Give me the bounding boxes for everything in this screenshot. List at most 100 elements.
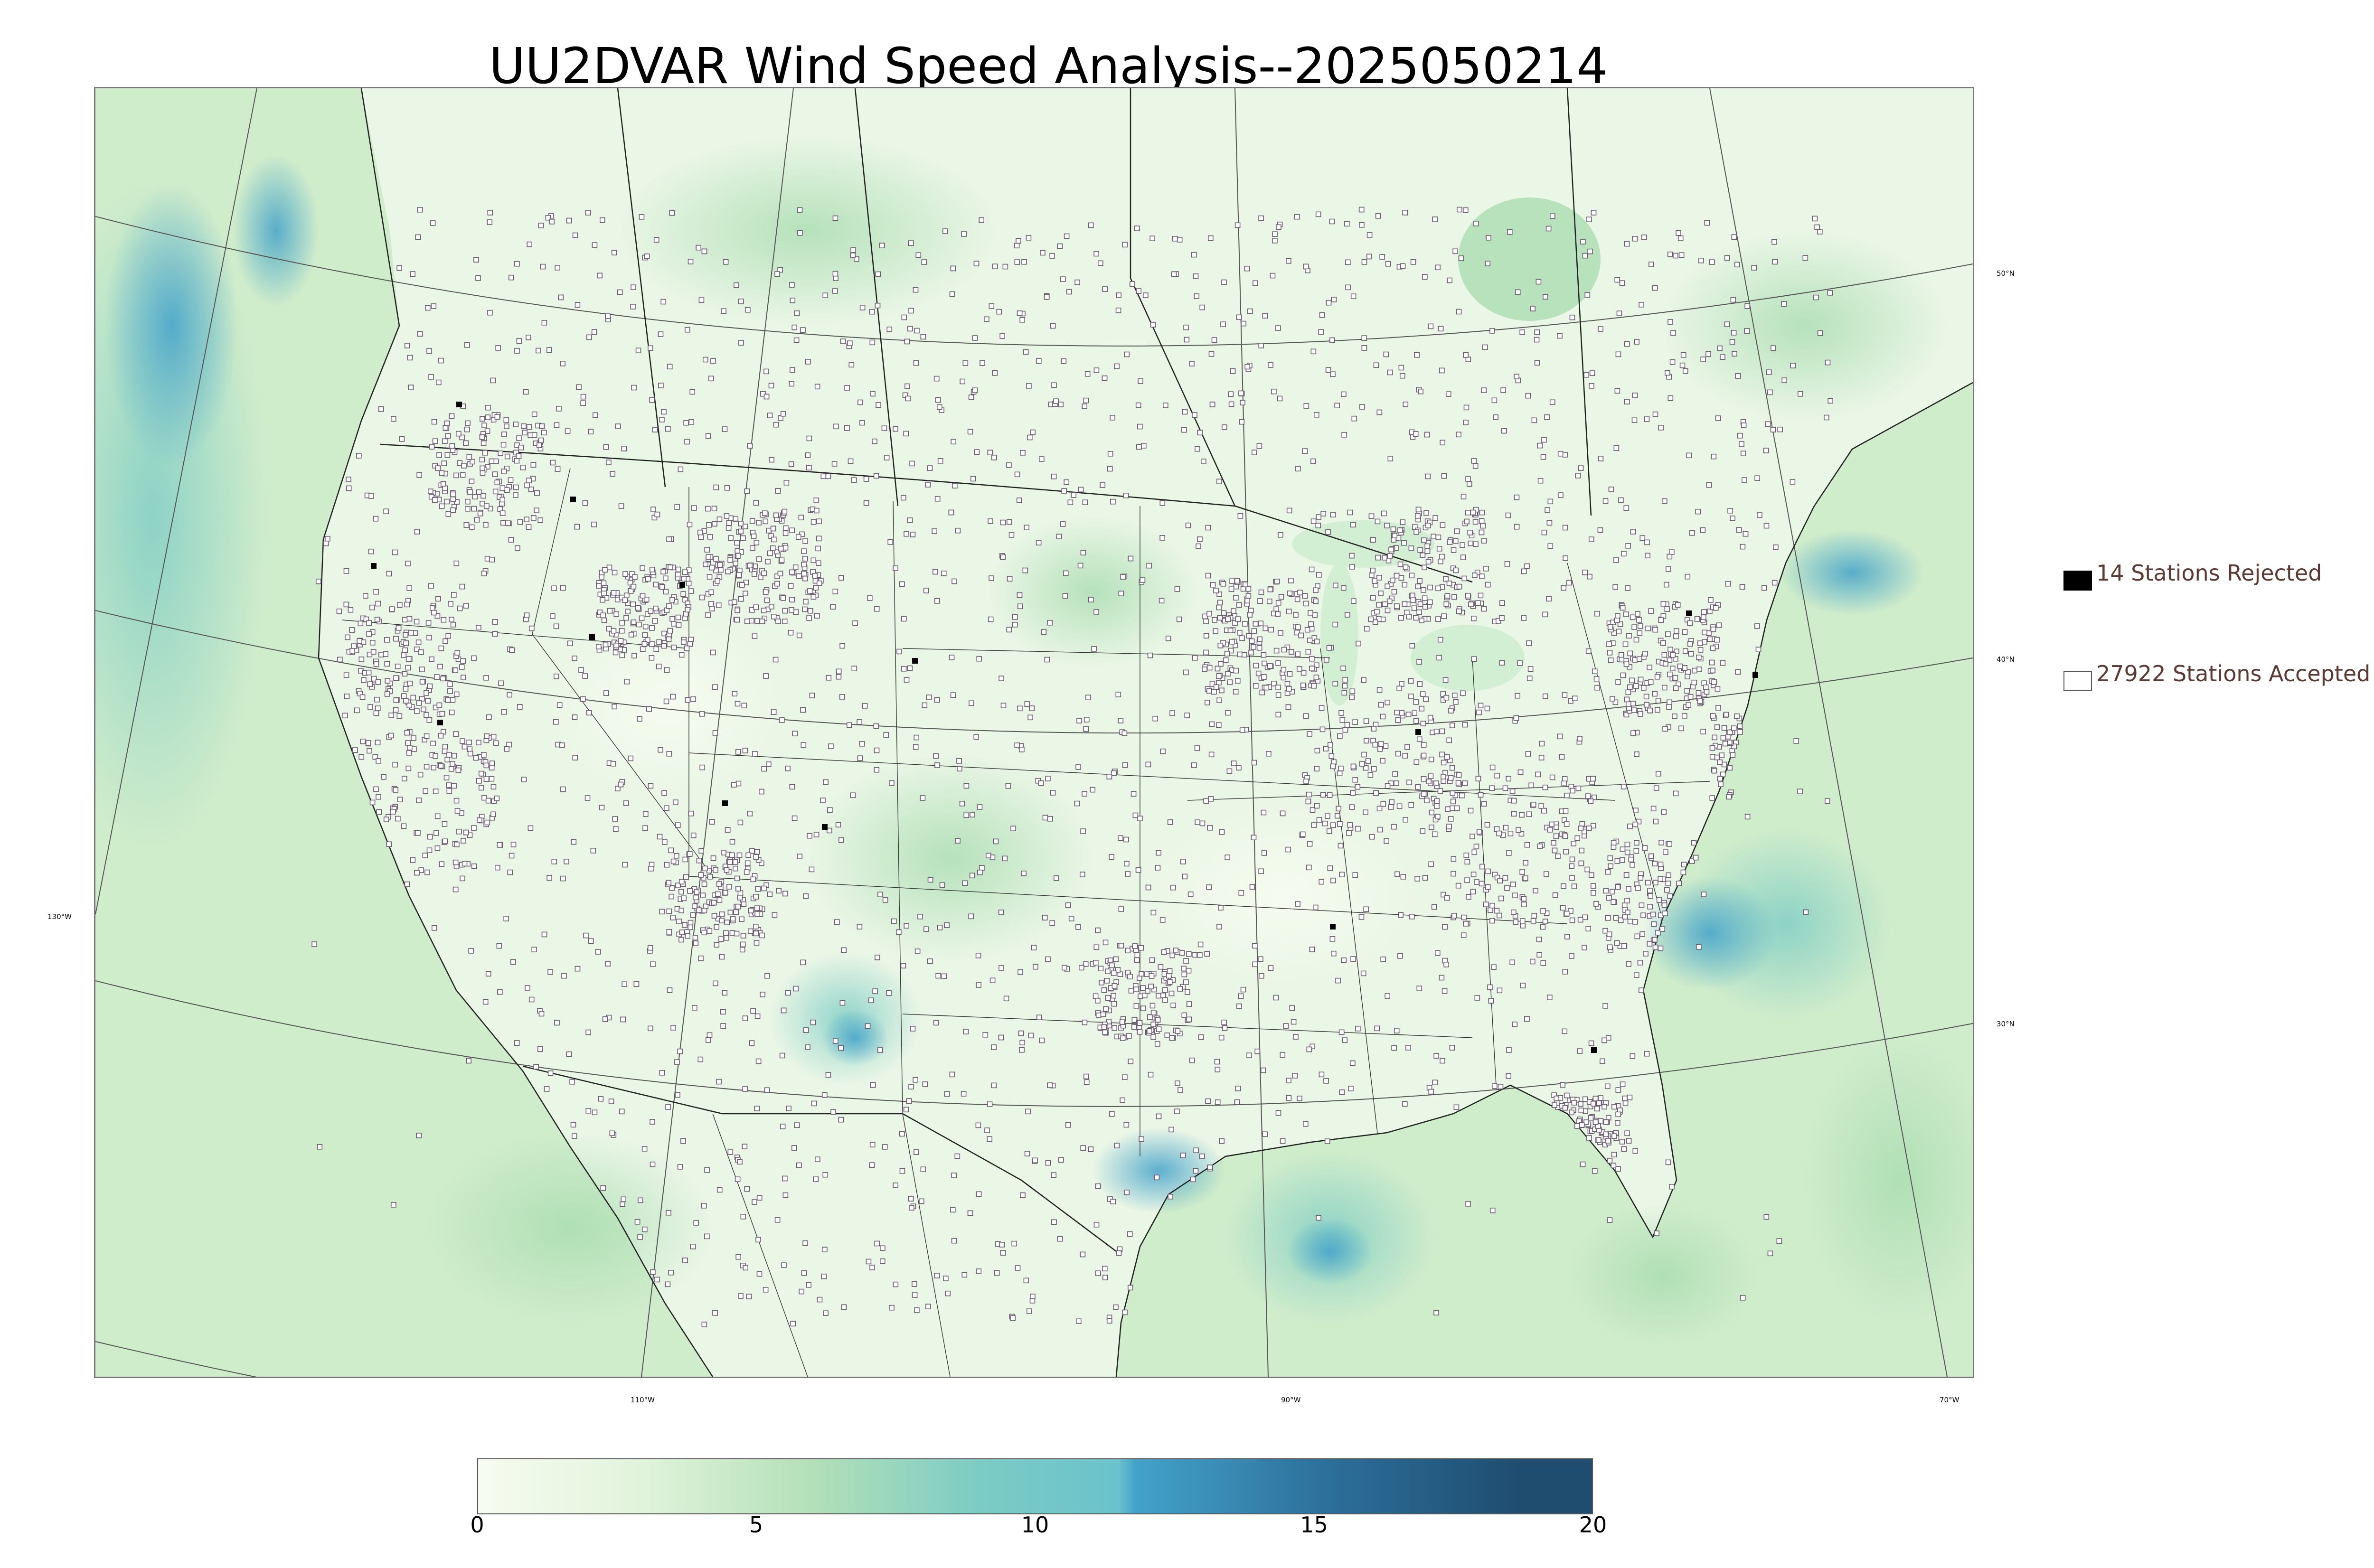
station-accepted-marker bbox=[702, 865, 708, 872]
station-accepted-marker bbox=[761, 570, 767, 576]
station-accepted-marker bbox=[1148, 1071, 1154, 1078]
station-accepted-marker bbox=[1460, 690, 1466, 696]
station-accepted-marker bbox=[375, 740, 381, 745]
station-accepted-marker bbox=[1363, 718, 1369, 724]
station-accepted-marker bbox=[1648, 853, 1654, 859]
station-accepted-marker bbox=[1577, 917, 1583, 923]
station-accepted-marker bbox=[1724, 255, 1730, 261]
station-accepted-marker bbox=[656, 639, 662, 645]
station-accepted-marker bbox=[739, 582, 745, 588]
station-accepted-marker bbox=[1111, 993, 1116, 999]
station-accepted-marker bbox=[1221, 279, 1227, 285]
station-accepted-marker bbox=[691, 505, 697, 511]
station-accepted-marker bbox=[1319, 726, 1326, 732]
station-accepted-marker bbox=[1058, 402, 1064, 407]
station-accepted-marker bbox=[1613, 445, 1620, 451]
station-accepted-marker bbox=[369, 799, 376, 806]
station-accepted-marker bbox=[640, 646, 646, 652]
station-accepted-marker bbox=[558, 294, 564, 300]
station-accepted-marker bbox=[1228, 391, 1234, 397]
station-accepted-marker bbox=[1772, 259, 1778, 265]
lat-label-30: 30°N bbox=[1997, 1020, 2015, 1028]
station-accepted-marker bbox=[1415, 784, 1421, 790]
station-accepted-marker bbox=[671, 621, 677, 627]
station-accepted-marker bbox=[1358, 207, 1365, 213]
station-accepted-marker bbox=[1777, 426, 1783, 432]
station-accepted-marker bbox=[688, 259, 694, 264]
station-accepted-marker bbox=[1451, 913, 1457, 919]
station-accepted-marker bbox=[1120, 1097, 1125, 1103]
station-accepted-marker bbox=[585, 210, 591, 216]
station-accepted-marker bbox=[1000, 703, 1007, 708]
station-accepted-marker bbox=[1598, 456, 1604, 461]
station-accepted-marker bbox=[415, 830, 421, 836]
station-accepted-marker bbox=[342, 713, 348, 719]
station-accepted-marker bbox=[450, 491, 456, 498]
station-accepted-marker bbox=[1615, 1087, 1621, 1093]
station-accepted-marker bbox=[1337, 821, 1343, 827]
station-accepted-marker bbox=[1423, 510, 1429, 516]
station-accepted-marker bbox=[991, 1082, 997, 1089]
station-accepted-marker bbox=[533, 1064, 539, 1070]
station-accepted-marker bbox=[715, 578, 720, 584]
station-accepted-marker bbox=[1351, 598, 1357, 604]
station-accepted-marker bbox=[1476, 709, 1482, 715]
station-accepted-marker bbox=[455, 767, 462, 773]
station-accepted-marker bbox=[783, 525, 789, 531]
station-accepted-marker bbox=[666, 636, 672, 642]
station-accepted-marker bbox=[482, 999, 489, 1005]
station-accepted-marker bbox=[1520, 923, 1526, 929]
station-accepted-marker bbox=[1309, 947, 1315, 952]
station-accepted-marker bbox=[1137, 423, 1143, 430]
station-accepted-marker bbox=[1150, 1034, 1156, 1040]
station-accepted-marker bbox=[688, 924, 693, 930]
station-accepted-marker bbox=[1319, 705, 1325, 711]
station-accepted-marker bbox=[1026, 383, 1032, 389]
station-accepted-marker bbox=[904, 383, 910, 389]
station-accepted-marker bbox=[661, 409, 667, 415]
station-accepted-marker bbox=[1639, 902, 1645, 908]
station-accepted-marker bbox=[1434, 803, 1440, 809]
station-accepted-marker bbox=[769, 604, 774, 610]
station-accepted-marker bbox=[643, 597, 650, 602]
station-accepted-marker bbox=[1547, 498, 1554, 505]
station-accepted-marker bbox=[777, 571, 783, 577]
station-accepted-marker bbox=[1415, 513, 1421, 519]
station-accepted-marker bbox=[789, 527, 795, 534]
station-accepted-marker bbox=[839, 694, 845, 700]
station-accepted-marker bbox=[531, 432, 537, 438]
station-accepted-marker bbox=[1222, 1025, 1228, 1031]
station-accepted-marker bbox=[992, 370, 998, 376]
station-accepted-marker bbox=[1370, 567, 1375, 573]
station-accepted-marker bbox=[820, 798, 826, 803]
station-accepted-marker bbox=[1579, 1122, 1585, 1128]
station-accepted-marker bbox=[401, 693, 407, 699]
station-accepted-marker bbox=[780, 1124, 786, 1129]
station-accepted-marker bbox=[1194, 293, 1199, 299]
station-accepted-marker bbox=[969, 873, 975, 879]
station-accepted-marker bbox=[372, 754, 378, 760]
station-accepted-marker bbox=[1213, 588, 1219, 593]
station-accepted-marker bbox=[650, 1119, 655, 1125]
station-accepted-marker bbox=[1285, 846, 1291, 853]
station-accepted-marker bbox=[1262, 1131, 1268, 1137]
station-accepted-marker bbox=[492, 619, 498, 625]
station-accepted-marker bbox=[1514, 524, 1520, 530]
station-accepted-marker bbox=[1638, 875, 1643, 881]
station-accepted-marker bbox=[1450, 805, 1455, 811]
station-accepted-marker bbox=[722, 426, 728, 432]
station-accepted-marker bbox=[1327, 865, 1333, 871]
station-accepted-marker bbox=[1403, 564, 1409, 570]
station-accepted-marker bbox=[1478, 592, 1484, 599]
station-accepted-marker bbox=[549, 218, 555, 225]
meridian-line bbox=[95, 88, 257, 915]
station-accepted-marker bbox=[1483, 565, 1489, 572]
station-accepted-marker bbox=[560, 360, 565, 366]
station-accepted-marker bbox=[1602, 1104, 1607, 1110]
station-accepted-marker bbox=[1499, 660, 1505, 666]
station-accepted-marker bbox=[1481, 801, 1487, 807]
station-accepted-marker bbox=[713, 980, 718, 986]
station-accepted-marker bbox=[403, 686, 409, 692]
station-accepted-marker bbox=[733, 909, 739, 915]
station-accepted-marker bbox=[667, 987, 673, 993]
